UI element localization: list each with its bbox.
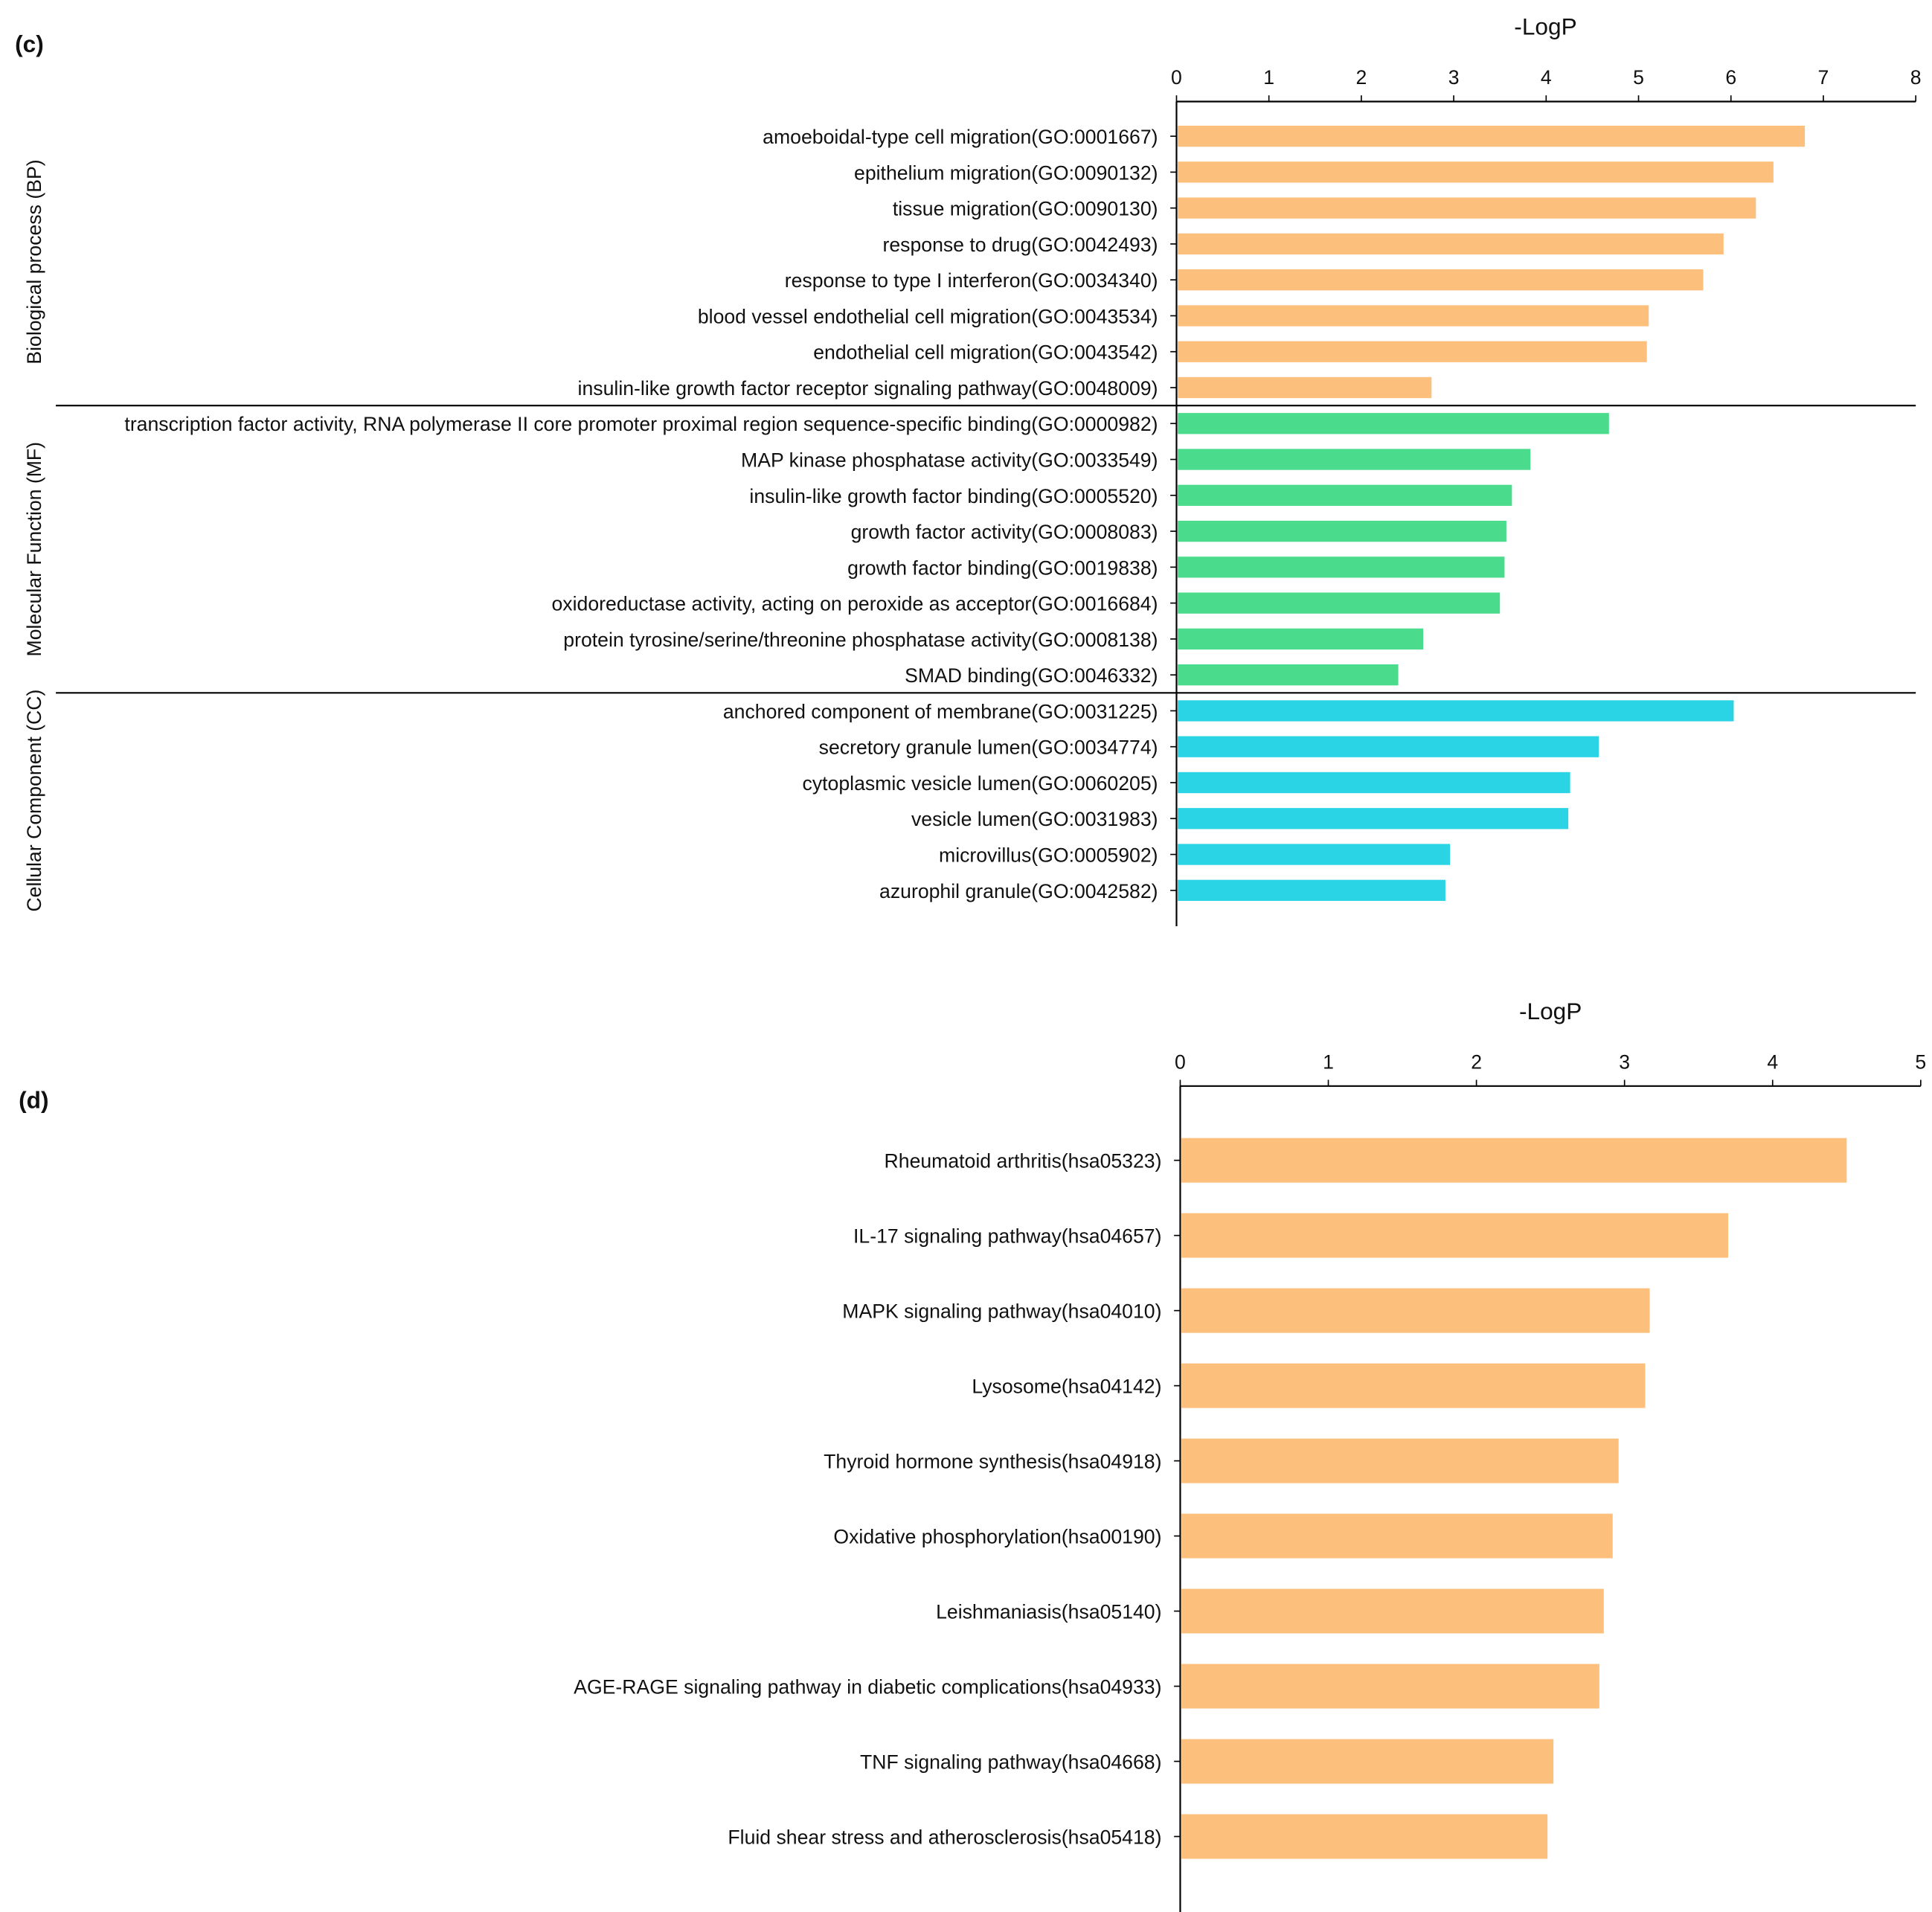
category-label: cytoplasmic vesicle lumen(GO:0060205) — [803, 772, 1158, 795]
x-tick-label: 4 — [1767, 1050, 1778, 1073]
bar — [1181, 1739, 1554, 1784]
category-label: growth factor binding(GO:0019838) — [847, 556, 1158, 579]
bar — [1178, 484, 1512, 506]
bar — [1178, 879, 1445, 901]
bar — [1178, 341, 1647, 362]
bar — [1178, 628, 1424, 650]
category-label: response to drug(GO:0042493) — [882, 234, 1158, 256]
bar — [1178, 269, 1704, 291]
category-label: endothelial cell migration(GO:0043542) — [813, 341, 1158, 364]
category-label: tissue migration(GO:0090130) — [893, 198, 1158, 220]
bar — [1181, 1288, 1650, 1333]
category-label: MAP kinase phosphatase activity(GO:00335… — [741, 449, 1158, 472]
category-label: azurophil granule(GO:0042582) — [879, 880, 1158, 902]
bar — [1181, 1588, 1604, 1634]
x-tick-label: 4 — [1541, 66, 1552, 89]
bar — [1178, 808, 1569, 830]
category-label: Rheumatoid arthritis(hsa05323) — [885, 1150, 1162, 1172]
panel-label: (c) — [15, 31, 44, 57]
category-label: TNF signaling pathway(hsa04668) — [860, 1751, 1162, 1774]
x-tick-label: 3 — [1619, 1050, 1630, 1073]
category-label: microvillus(GO:0005902) — [939, 844, 1158, 866]
x-tick-label: 0 — [1175, 1050, 1186, 1073]
bar — [1178, 736, 1599, 757]
bar — [1178, 376, 1432, 399]
bar — [1178, 125, 1806, 147]
bar — [1178, 413, 1609, 434]
category-label: anchored component of membrane(GO:003122… — [723, 700, 1158, 722]
category-label: response to type I interferon(GO:0034340… — [785, 269, 1158, 292]
category-label: MAPK signaling pathway(hsa04010) — [842, 1300, 1161, 1323]
x-tick-label: 6 — [1725, 66, 1736, 89]
bar — [1178, 520, 1506, 542]
x-tick-label: 2 — [1355, 66, 1367, 89]
category-label: secretory granule lumen(GO:0034774) — [819, 737, 1158, 759]
category-label: Oxidative phosphorylation(hsa00190) — [833, 1526, 1161, 1548]
x-tick-label: 0 — [1171, 66, 1182, 89]
category-label: insulin-like growth factor binding(GO:00… — [749, 485, 1158, 507]
category-label: Fluid shear stress and atherosclerosis(h… — [728, 1826, 1161, 1849]
group-label: Molecular Function (MF) — [23, 442, 45, 657]
x-tick-label: 2 — [1471, 1050, 1482, 1073]
panel-label: (d) — [19, 1087, 48, 1114]
group-label: Cellular Component (CC) — [23, 690, 45, 912]
category-label: Thyroid hormone synthesis(hsa04918) — [824, 1451, 1161, 1473]
bar — [1178, 844, 1451, 865]
category-label: growth factor activity(GO:0008083) — [851, 521, 1158, 543]
bar — [1178, 592, 1501, 614]
bar — [1181, 1138, 1847, 1183]
bar — [1178, 197, 1756, 219]
x-tick-label: 8 — [1910, 66, 1922, 89]
bar — [1178, 556, 1505, 578]
x-tick-label: 5 — [1915, 1050, 1926, 1073]
x-tick-label: 5 — [1633, 66, 1644, 89]
bar — [1178, 233, 1724, 255]
x-tick-label: 7 — [1818, 66, 1829, 89]
category-label: blood vessel endothelial cell migration(… — [698, 305, 1158, 327]
category-label: SMAD binding(GO:0046332) — [905, 664, 1158, 687]
bar — [1178, 305, 1649, 327]
category-label: protein tyrosine/serine/threonine phosph… — [563, 629, 1158, 651]
bar — [1178, 771, 1570, 794]
bar — [1181, 1213, 1729, 1258]
category-label: epithelium migration(GO:0090132) — [854, 161, 1158, 184]
x-axis-title: -LogP — [1514, 13, 1576, 40]
x-tick-label: 1 — [1323, 1050, 1334, 1073]
bar — [1181, 1664, 1599, 1709]
category-label: amoeboidal-type cell migration(GO:000166… — [763, 126, 1158, 148]
category-label: Leishmaniasis(hsa05140) — [936, 1601, 1161, 1623]
category-label: vesicle lumen(GO:0031983) — [911, 808, 1158, 830]
bar — [1181, 1513, 1613, 1559]
bar — [1181, 1814, 1548, 1859]
category-label: oxidoreductase activity, acting on perox… — [551, 593, 1158, 615]
bar — [1178, 700, 1734, 722]
category-label: AGE-RAGE signaling pathway in diabetic c… — [574, 1676, 1161, 1698]
bar — [1181, 1438, 1619, 1483]
bar — [1181, 1363, 1646, 1408]
category-label: transcription factor activity, RNA polym… — [124, 413, 1158, 435]
category-label: Lysosome(hsa04142) — [972, 1376, 1161, 1398]
bar — [1178, 664, 1399, 686]
x-tick-label: 3 — [1448, 66, 1460, 89]
category-label: IL-17 signaling pathway(hsa04657) — [853, 1225, 1161, 1248]
group-label: Biological process (BP) — [23, 159, 45, 364]
bar — [1178, 449, 1531, 470]
bar — [1178, 161, 1774, 183]
x-tick-label: 1 — [1263, 66, 1274, 89]
category-label: insulin-like growth factor receptor sign… — [578, 377, 1158, 400]
x-axis-title: -LogP — [1519, 998, 1582, 1024]
